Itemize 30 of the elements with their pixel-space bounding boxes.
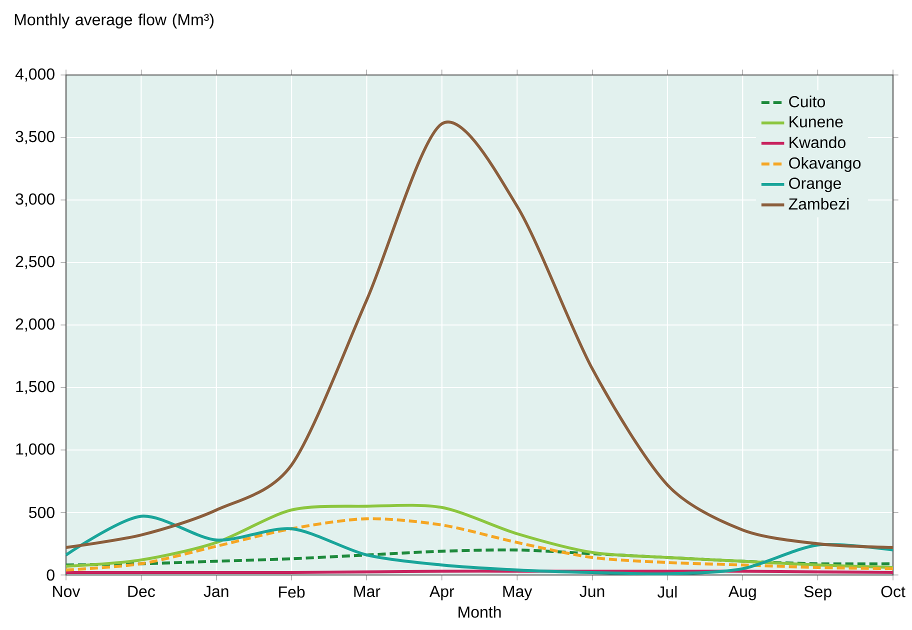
y-tick-label: 4,000	[15, 68, 54, 82]
legend-label: Cuito	[789, 96, 825, 108]
x-tick-label: Jan	[204, 586, 228, 598]
y-tick-label: 0	[46, 569, 54, 581]
x-axis-title: Month	[458, 606, 501, 618]
y-tick-label: 3,500	[16, 130, 54, 144]
legend-label: Kunene	[790, 116, 843, 128]
legend-label: Kwando	[790, 136, 846, 148]
x-tick-label: May	[503, 586, 532, 600]
x-tick-label: Aug	[728, 586, 756, 600]
x-tick-label: Mar	[354, 586, 380, 598]
y-tick-label: 500	[29, 506, 54, 518]
x-tick-label: Feb	[279, 586, 305, 598]
x-tick-label: Sep	[804, 586, 832, 600]
x-tick-label: Oct	[881, 586, 906, 598]
y-tick-label: 2,000	[16, 318, 54, 332]
legend-label: Okavango	[789, 156, 861, 172]
y-tick-label: 3,000	[16, 193, 54, 207]
y-tick-label: 1,500	[16, 380, 54, 394]
line-series	[64, 504, 894, 569]
y-axis-title: Monthly average flow (Mm³)	[14, 14, 214, 29]
legend-label: Zambezi	[788, 198, 849, 210]
x-tick-label: Apr	[429, 586, 454, 600]
legend-label: Orange	[789, 178, 841, 192]
x-tick-label: Jun	[580, 586, 604, 598]
y-tick-label: 1,000	[16, 443, 54, 457]
y-tick-label: 2,500	[16, 256, 54, 270]
x-tick-label: Dec	[128, 586, 155, 598]
x-tick-label: Jul	[657, 586, 677, 598]
x-tick-label: Nov	[53, 586, 80, 598]
